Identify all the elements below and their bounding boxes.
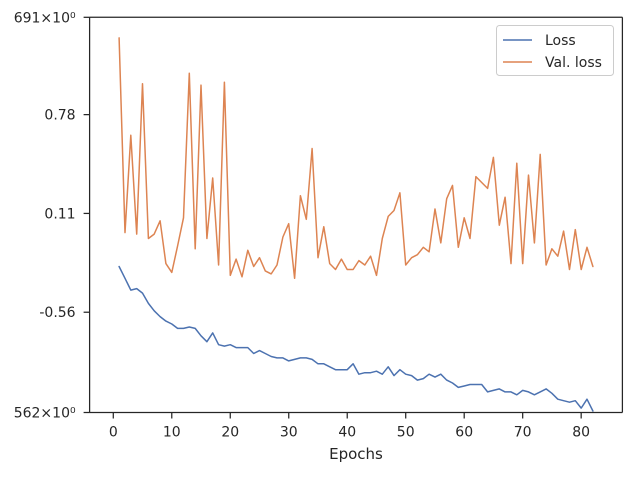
axes [88, 16, 624, 414]
legend-box [496, 25, 614, 76]
legend-label-1: Val. loss [545, 55, 602, 71]
plot-background [89, 17, 623, 413]
y-tick-label: 562×10⁰ [14, 406, 76, 422]
y-tick-label: -0.56 [39, 305, 75, 321]
series-line-1 [118, 37, 594, 280]
x-tick-label: 80 [572, 425, 590, 441]
series-lines [118, 37, 594, 412]
x-tick-label: 40 [338, 425, 356, 441]
series-line-0 [118, 265, 594, 412]
x-axis-label: Epochs [329, 445, 383, 463]
x-tick-label: 20 [221, 425, 239, 441]
legend: Loss Val. loss [496, 25, 614, 76]
x-tick-label: 70 [514, 425, 532, 441]
x-tick-label: 0 [109, 425, 118, 441]
x-tick-label: 10 [163, 425, 181, 441]
y-tick-label: 691×10⁰ [14, 10, 76, 26]
y-ticks: 562×10⁰ -0.56 0.11 0.78 691×10⁰ [14, 10, 90, 422]
y-tick-label: 0.11 [44, 206, 75, 222]
x-ticks: 0 10 20 30 40 50 60 70 80 [109, 412, 590, 441]
x-tick-label: 60 [455, 425, 473, 441]
legend-label-0: Loss [545, 33, 576, 49]
y-tick-label: 0.78 [44, 108, 75, 124]
x-tick-label: 50 [397, 425, 415, 441]
x-tick-label: 30 [280, 425, 298, 441]
